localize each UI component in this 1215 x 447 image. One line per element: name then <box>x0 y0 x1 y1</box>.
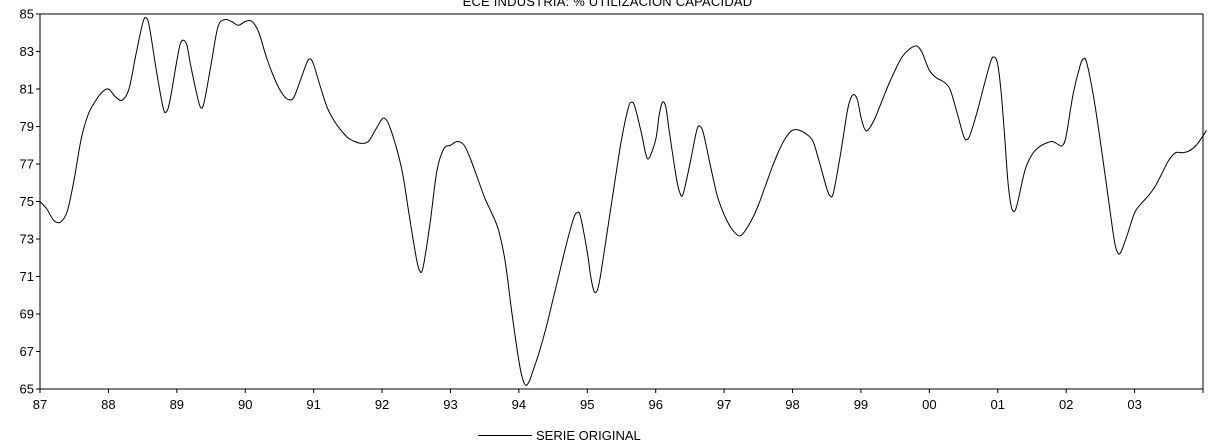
y-tick-label: 83 <box>20 44 34 59</box>
x-tick-label: 94 <box>512 397 526 412</box>
y-tick-label: 69 <box>20 307 34 322</box>
y-tick-label: 85 <box>20 7 34 22</box>
legend-line-swatch <box>478 435 532 436</box>
y-tick-label: 73 <box>20 232 34 247</box>
x-tick-label: 88 <box>101 397 115 412</box>
chart-title: ECE INDUSTRIA: % UTILIZACIÓN CAPACIDAD <box>462 0 753 9</box>
x-tick-label: 92 <box>375 397 389 412</box>
series-line-serie-original <box>39 16 1207 386</box>
y-tick-label: 81 <box>20 82 34 97</box>
series-layer <box>39 16 1207 386</box>
legend: SERIE ORIGINAL <box>478 428 641 443</box>
x-tick-label: 95 <box>580 397 594 412</box>
y-tick-label: 79 <box>20 119 34 134</box>
x-tick-label: 90 <box>238 397 252 412</box>
x-tick-label: 89 <box>170 397 184 412</box>
y-tick-label: 65 <box>20 382 34 397</box>
y-tick-label: 75 <box>20 194 34 209</box>
x-tick-label: 01 <box>991 397 1005 412</box>
x-tick-label: 03 <box>1127 397 1141 412</box>
x-tick-label: 97 <box>717 397 731 412</box>
x-tick-label: 02 <box>1059 397 1073 412</box>
x-tick-label: 00 <box>922 397 936 412</box>
x-tick-label: 87 <box>33 397 47 412</box>
y-tick-label: 77 <box>20 157 34 172</box>
x-axis: 87 88 89 90 91 92 93 94 95 96 97 98 99 00 01 02 03 <box>33 389 1204 412</box>
plot-border <box>39 13 1204 390</box>
plot-area <box>39 13 1204 390</box>
x-tick-label: 93 <box>443 397 457 412</box>
y-tick-label: 71 <box>20 269 34 284</box>
x-tick-label: 91 <box>306 397 320 412</box>
x-tick-label: 98 <box>785 397 799 412</box>
x-tick-label: 99 <box>854 397 868 412</box>
legend-label: SERIE ORIGINAL <box>536 428 641 443</box>
x-tick-label: 96 <box>648 397 662 412</box>
y-axis: 65 67 69 71 73 75 77 79 81 83 85 <box>20 7 40 397</box>
y-tick-label: 67 <box>20 344 34 359</box>
